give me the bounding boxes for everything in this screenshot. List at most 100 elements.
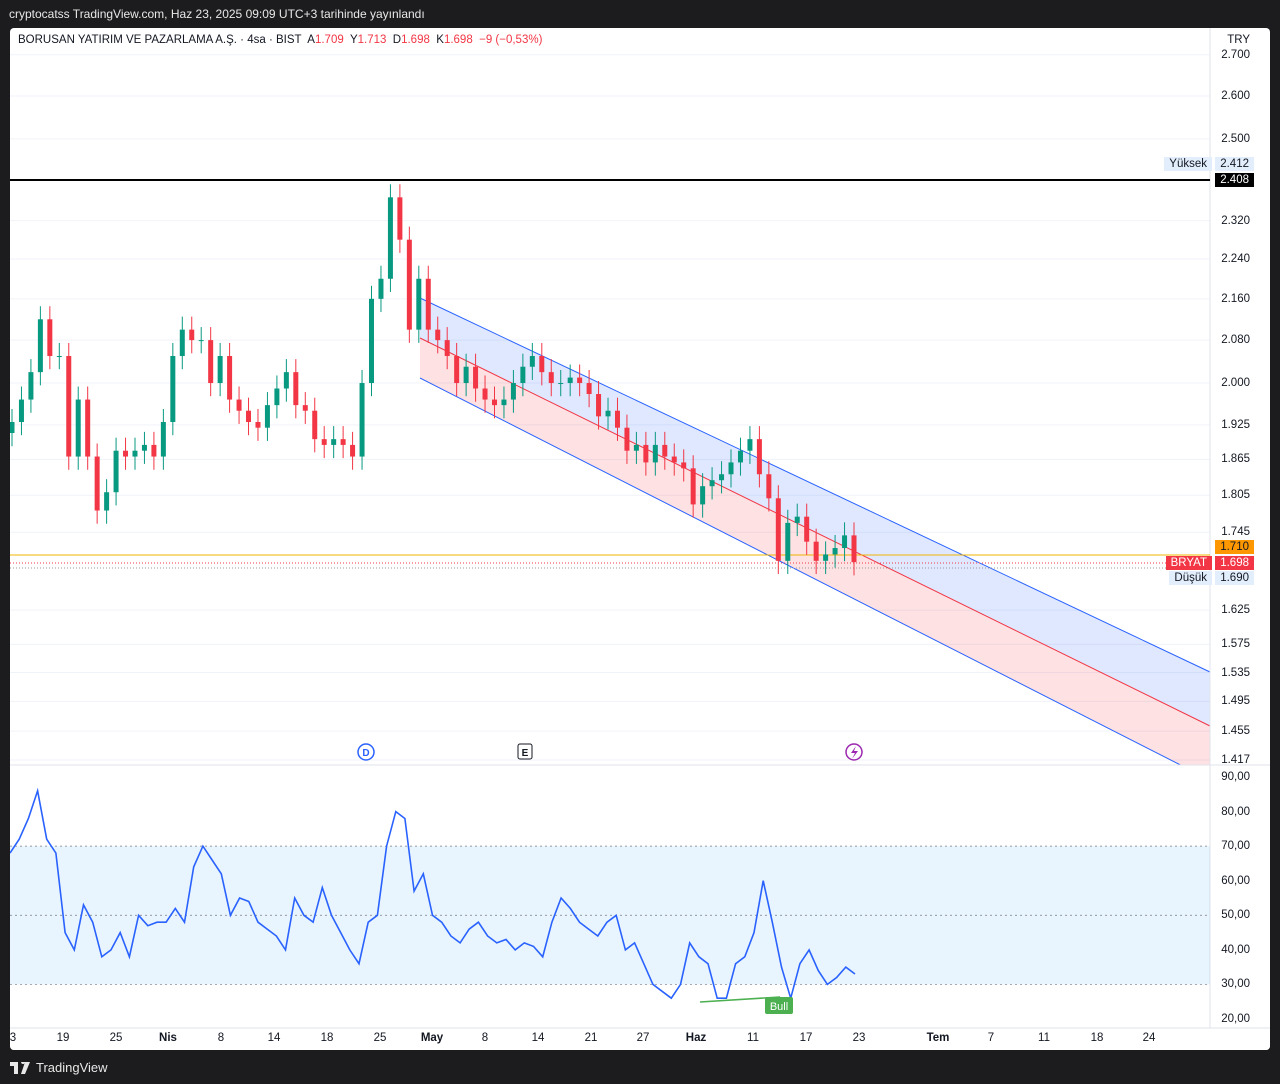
candle-body	[246, 410, 252, 423]
time-axis-label: 25	[373, 1032, 387, 1044]
candle-body	[643, 444, 649, 463]
candle-body	[217, 356, 223, 384]
candle-body	[66, 356, 72, 457]
candle-body	[473, 366, 479, 389]
candle-body	[624, 427, 630, 451]
price-axis-label: 1.535	[1221, 666, 1250, 679]
candle-body	[37, 319, 43, 373]
low-value: 1.698	[401, 34, 430, 46]
candle-body	[501, 399, 507, 406]
time-axis-label: Haz	[685, 1032, 707, 1044]
time-axis-label: May	[420, 1032, 444, 1044]
publish-info: cryptocatss TradingView.com, Haz 23, 202…	[9, 7, 425, 21]
candle-body	[804, 516, 810, 542]
candle-body	[444, 340, 450, 357]
candle-body	[255, 422, 261, 428]
time-axis-label: 18	[1090, 1032, 1104, 1044]
price-axis-label: 1.625	[1221, 604, 1250, 617]
candle-body	[794, 516, 800, 523]
channel-median-line	[419, 337, 1211, 727]
high-tag: 2.412	[1215, 157, 1254, 171]
candle-body	[378, 278, 384, 299]
candle-body	[596, 394, 602, 417]
candle-body	[75, 399, 81, 457]
candle-body	[132, 450, 138, 457]
time-axis-label: 11	[1038, 1032, 1050, 1044]
candle-body	[283, 372, 289, 389]
candle-body	[160, 422, 166, 457]
candle-body	[813, 541, 819, 561]
candle-body	[482, 388, 488, 400]
rsi-axis-label: 80,00	[1221, 805, 1250, 818]
candle-body	[510, 383, 516, 400]
time-axis-label: 27	[636, 1032, 650, 1044]
time-axis-label: Nis	[159, 1032, 177, 1044]
time-axis-label: 8	[481, 1032, 489, 1044]
candle-body	[775, 498, 781, 561]
last-price-tag: 1.698	[1215, 556, 1254, 570]
time-axis-label: 21	[584, 1032, 598, 1044]
symbol-name: BORUSAN YATIRIM VE PAZARLAMA A.Ş. · 4sa …	[18, 34, 302, 46]
candle-body	[491, 399, 497, 406]
low-label: Düşük	[1169, 571, 1212, 585]
rsi-axis-label: 60,00	[1221, 874, 1250, 887]
candle-body	[454, 356, 460, 384]
candle-body	[113, 450, 119, 493]
time-axis-label: 17	[799, 1032, 813, 1044]
candle-body	[189, 329, 195, 341]
time-axis-label: 25	[109, 1032, 123, 1044]
candle-body	[756, 439, 762, 475]
close-value: 1.698	[443, 34, 473, 46]
candle-body	[520, 366, 526, 384]
tradingview-logo[interactable]: TradingView	[10, 1060, 108, 1075]
candle-body	[141, 444, 147, 451]
candle-body	[435, 329, 441, 341]
price-axis-label: 2.500	[1221, 132, 1250, 145]
candle-body	[851, 535, 857, 563]
low-tag: 1.690	[1215, 571, 1254, 585]
price-axis-label: 1.575	[1221, 638, 1250, 651]
candle-body	[274, 388, 280, 406]
candle-body	[179, 329, 185, 357]
candle-body	[766, 474, 772, 499]
candle-body	[548, 372, 554, 384]
candle-body	[170, 356, 176, 423]
time-axis-label: 18	[320, 1032, 334, 1044]
price-axis-label: 1.925	[1221, 418, 1250, 431]
candle-body	[56, 356, 62, 358]
candle-body	[681, 462, 687, 469]
tradingview-logo-icon	[10, 1061, 30, 1074]
candle-body	[652, 444, 658, 463]
price-axis-label: 1.745	[1221, 526, 1250, 539]
candle-body	[28, 372, 34, 400]
price-axis-label: 2.600	[1221, 90, 1250, 102]
chart-area[interactable]: D E Bull BORUSAN YATIRIM VE PAZARLAMA A.Ş.…	[10, 28, 1270, 1050]
candle-body	[104, 492, 110, 511]
time-axis-label: 19	[56, 1032, 70, 1044]
rsi-pane-bg	[10, 765, 1270, 1050]
price-axis-label: 1.417	[1221, 754, 1250, 767]
candle-body	[151, 444, 157, 457]
dividend-event-icon	[357, 743, 375, 761]
change-value: −9 (−0,53%)	[479, 34, 543, 46]
alert-price-tag: 1.710	[1215, 540, 1254, 554]
candle-body	[529, 356, 535, 367]
candle-body	[350, 444, 356, 457]
currency-label[interactable]: TRY	[1227, 34, 1250, 46]
channel-upper-line	[419, 297, 1211, 673]
candle-body	[832, 548, 838, 555]
time-axis-label: 3	[10, 1032, 17, 1044]
candle-body	[369, 298, 375, 384]
rsi-axis-label: 40,00	[1221, 943, 1250, 956]
symbol-tag: BRYAT	[1165, 556, 1212, 570]
candle-body	[10, 422, 15, 433]
chart-canvas[interactable]: D E Bull	[10, 28, 1270, 1050]
candle-body	[18, 399, 24, 423]
candle-body	[425, 278, 431, 330]
rsi-axis-label: 20,00	[1221, 1012, 1250, 1025]
price-axis-label: 1.805	[1221, 489, 1250, 502]
candle-body	[47, 319, 53, 357]
price-axis-label: 2.160	[1221, 292, 1250, 305]
candle-body	[387, 197, 393, 279]
candle-body	[321, 439, 327, 445]
